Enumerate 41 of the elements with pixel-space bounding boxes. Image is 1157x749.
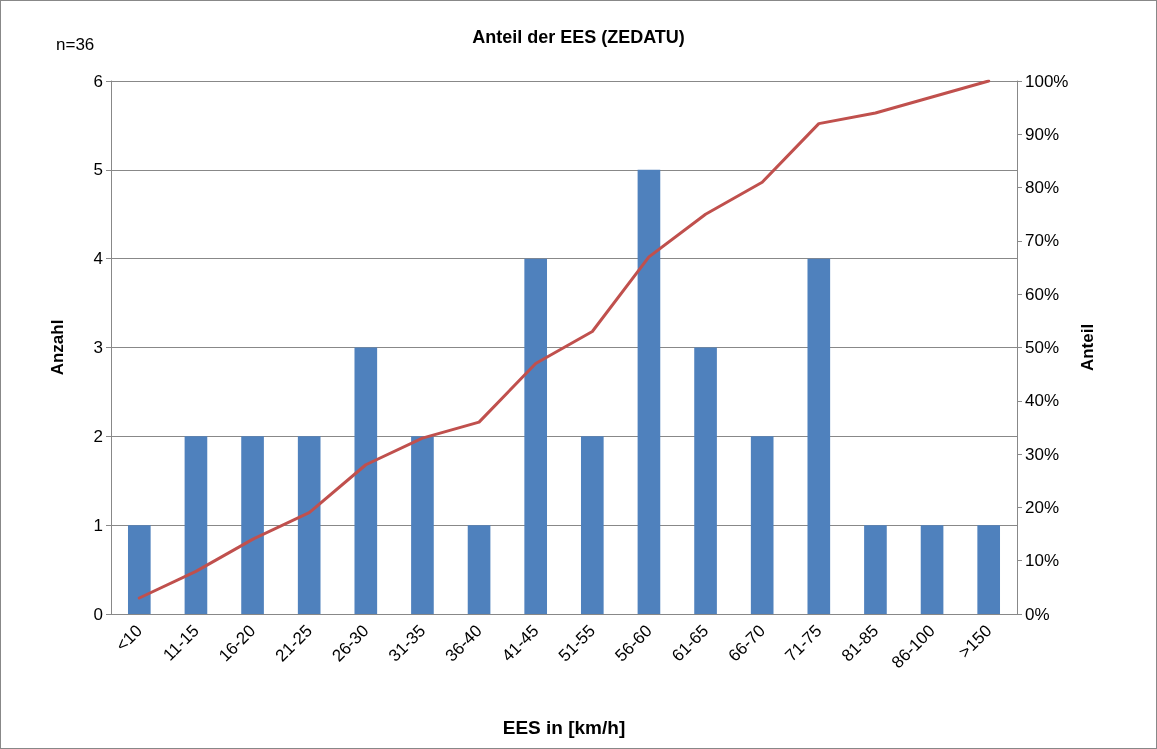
y2-tick-label: 20% (1025, 497, 1060, 517)
bar (354, 347, 378, 614)
y-tick-label: 6 (93, 71, 103, 91)
bar (750, 436, 774, 614)
y2-tick-label: 10% (1025, 551, 1060, 571)
y2-tick-label: 70% (1025, 231, 1060, 251)
line-series (137, 79, 991, 600)
bar (580, 436, 604, 614)
bar (977, 525, 1001, 614)
y-tick-label: 2 (93, 426, 103, 446)
bar (637, 169, 661, 614)
y-tick-label: 4 (93, 249, 103, 269)
bar (524, 258, 548, 614)
bar (411, 436, 434, 614)
bar (184, 436, 208, 614)
bar (467, 525, 491, 614)
y2-tick-label: 90% (1025, 124, 1060, 144)
y2-axis-title: Anteil (1078, 323, 1098, 372)
y2-tick-label: 50% (1025, 338, 1060, 357)
y2-tick-label: 30% (1025, 444, 1060, 464)
y-tick-label: 5 (93, 160, 103, 180)
y2-tick-label: 60% (1025, 284, 1060, 304)
bar (807, 258, 831, 614)
bar (864, 525, 887, 614)
bar (694, 347, 717, 614)
y2-tick-label: 80% (1025, 178, 1060, 198)
text: n=36 (56, 35, 95, 54)
bar (297, 436, 321, 614)
y2-tick-label: 100% (1025, 71, 1069, 91)
x-axis-title: EES in [km/h] (502, 717, 626, 738)
bar (241, 436, 264, 614)
y-axis-title: Anzahl (48, 319, 67, 376)
y-tick-label: 3 (93, 338, 103, 357)
y2-tick-label: 0% (1025, 604, 1050, 624)
chart-title: Anteil der EES (ZEDATU) (472, 27, 685, 47)
bar (127, 525, 151, 614)
y-tick-label: 1 (93, 515, 103, 535)
x-tick-label: <10 (112, 621, 147, 656)
y-tick-label: 0 (93, 604, 103, 624)
y2-tick-label: 40% (1025, 391, 1060, 411)
bar (920, 525, 944, 614)
